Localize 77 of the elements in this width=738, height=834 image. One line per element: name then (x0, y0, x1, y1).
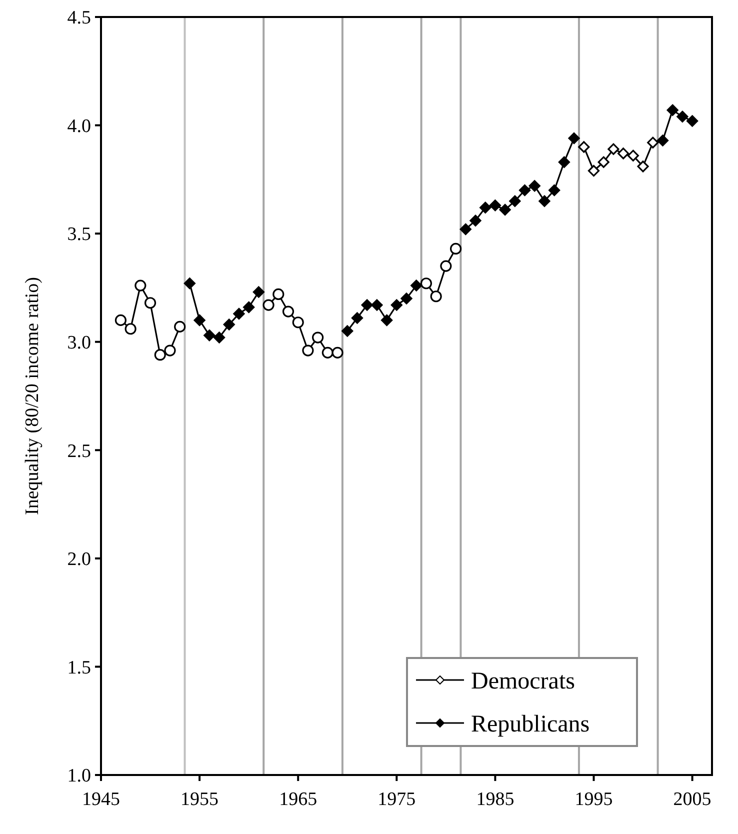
point (134, 280, 146, 292)
point (430, 290, 442, 302)
x-tick-label: 2005 (673, 789, 712, 810)
y-tick-label: 1.0 (67, 766, 91, 787)
point (223, 318, 235, 330)
point (489, 200, 501, 212)
point (509, 195, 521, 207)
point (332, 346, 344, 358)
point (450, 242, 462, 255)
x-tick-label: 1995 (574, 789, 613, 810)
y-tick-label: 2.0 (67, 549, 91, 570)
y-tick-label: 3.5 (67, 224, 91, 246)
x-tick-label: 1945 (82, 789, 120, 810)
point (272, 288, 284, 300)
point (588, 164, 600, 177)
point (351, 312, 364, 324)
point (184, 278, 196, 290)
y-tick-label: 4.5 (67, 8, 91, 29)
point (213, 332, 226, 344)
point (666, 104, 678, 116)
point (676, 110, 688, 122)
point (194, 314, 206, 326)
point (124, 323, 136, 335)
point (558, 156, 570, 168)
point (164, 344, 176, 356)
y-tick-label: 3.0 (67, 332, 91, 354)
point (627, 150, 639, 162)
point (154, 349, 166, 361)
point (528, 180, 540, 192)
point (480, 202, 492, 214)
point (538, 195, 550, 207)
point (598, 156, 610, 168)
point (390, 299, 402, 311)
point (608, 143, 620, 155)
point (400, 292, 412, 304)
point (233, 308, 245, 320)
point (499, 204, 511, 216)
point (361, 299, 373, 311)
point (380, 314, 393, 326)
point (322, 346, 334, 358)
point (518, 184, 531, 196)
point (470, 214, 482, 226)
x-tick-label: 1975 (378, 789, 416, 810)
y-axis-title: Inequality (80/20 income ratio) (22, 277, 43, 515)
point (440, 260, 452, 272)
point (548, 184, 560, 196)
point (114, 314, 127, 326)
point (342, 325, 354, 337)
point (637, 160, 649, 172)
y-tick-label: 1.5 (67, 657, 91, 678)
point (647, 136, 659, 148)
point (460, 223, 472, 236)
legend-label: Republicans (471, 711, 590, 738)
point (302, 344, 314, 356)
legend-label: Democrats (471, 668, 575, 694)
y-tick-label: 2.5 (67, 440, 91, 462)
point (312, 332, 324, 344)
point (292, 316, 304, 328)
point (174, 320, 186, 332)
x-tick-label: 1965 (279, 789, 318, 810)
point (252, 286, 264, 298)
point (420, 278, 432, 290)
x-tick-label: 1955 (180, 789, 219, 810)
point (410, 280, 422, 292)
point (262, 299, 274, 311)
point (204, 330, 216, 342)
x-tick-label: 1985 (476, 789, 514, 810)
point (656, 134, 669, 146)
point (568, 132, 580, 144)
point (282, 306, 294, 318)
point (371, 299, 383, 311)
point (578, 141, 590, 153)
y-tick-label: 4.0 (67, 116, 91, 137)
point (618, 148, 630, 160)
point (144, 297, 156, 309)
point (686, 115, 698, 127)
point (243, 301, 255, 314)
